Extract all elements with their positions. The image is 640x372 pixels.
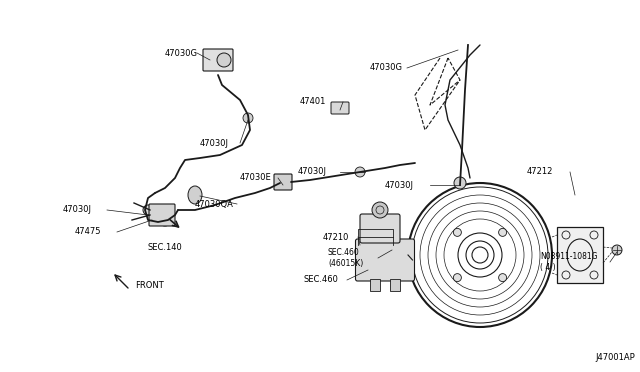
FancyBboxPatch shape bbox=[149, 204, 175, 226]
Circle shape bbox=[143, 205, 153, 215]
Text: 47401: 47401 bbox=[300, 97, 326, 106]
Text: SEC.460: SEC.460 bbox=[303, 276, 338, 285]
FancyBboxPatch shape bbox=[360, 214, 400, 243]
Circle shape bbox=[454, 177, 466, 189]
Ellipse shape bbox=[188, 186, 202, 204]
FancyBboxPatch shape bbox=[274, 174, 292, 190]
Circle shape bbox=[612, 245, 622, 255]
Text: 47212: 47212 bbox=[527, 167, 554, 176]
Circle shape bbox=[355, 167, 365, 177]
Text: 47030G: 47030G bbox=[165, 48, 198, 58]
Text: 47030J: 47030J bbox=[200, 138, 229, 148]
Circle shape bbox=[159, 214, 171, 226]
Circle shape bbox=[217, 53, 231, 67]
Text: 47030QA: 47030QA bbox=[195, 199, 234, 208]
FancyBboxPatch shape bbox=[355, 239, 415, 281]
Circle shape bbox=[499, 274, 507, 282]
Text: 47210: 47210 bbox=[323, 232, 349, 241]
FancyBboxPatch shape bbox=[557, 227, 603, 283]
Text: SEC.140: SEC.140 bbox=[148, 244, 183, 253]
Text: 47030G: 47030G bbox=[370, 64, 403, 73]
Text: J47001AP: J47001AP bbox=[595, 353, 635, 362]
Circle shape bbox=[499, 228, 507, 236]
Text: 47030J: 47030J bbox=[385, 180, 414, 189]
Text: 47030J: 47030J bbox=[63, 205, 92, 215]
Circle shape bbox=[453, 274, 461, 282]
Text: FRONT: FRONT bbox=[135, 280, 164, 289]
Text: N08911-1081G
( 4 ): N08911-1081G ( 4 ) bbox=[540, 252, 598, 272]
Circle shape bbox=[453, 228, 461, 236]
Text: 47030J: 47030J bbox=[298, 167, 327, 176]
Text: 47475: 47475 bbox=[75, 228, 102, 237]
Circle shape bbox=[372, 202, 388, 218]
FancyBboxPatch shape bbox=[203, 49, 233, 71]
Circle shape bbox=[243, 113, 253, 123]
Text: SEC.460
(46015K): SEC.460 (46015K) bbox=[328, 248, 364, 268]
FancyBboxPatch shape bbox=[390, 279, 400, 291]
Text: 47030E: 47030E bbox=[240, 173, 272, 183]
FancyBboxPatch shape bbox=[370, 279, 380, 291]
FancyBboxPatch shape bbox=[331, 102, 349, 114]
